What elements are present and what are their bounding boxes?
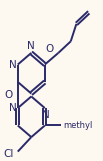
Text: N: N — [9, 103, 16, 113]
Text: Cl: Cl — [4, 149, 14, 159]
Text: N: N — [42, 110, 49, 120]
Text: N: N — [27, 41, 35, 51]
Text: N: N — [9, 60, 16, 70]
Text: O: O — [46, 44, 54, 54]
Text: methyl: methyl — [63, 121, 92, 130]
Text: O: O — [4, 90, 13, 100]
